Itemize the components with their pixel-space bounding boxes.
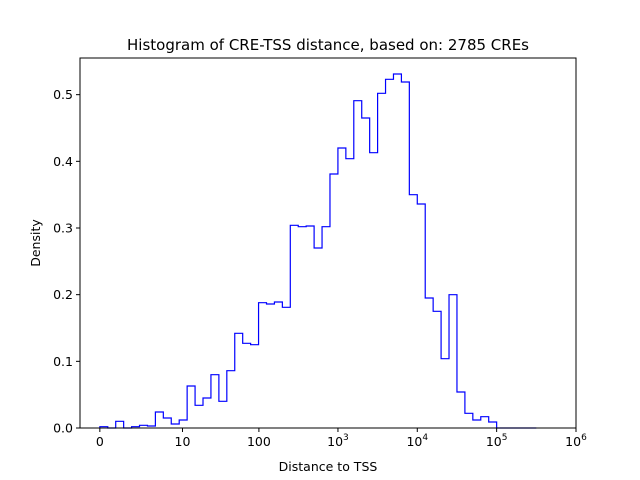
histogram-bin bbox=[171, 424, 179, 428]
x-tick-label: 105 bbox=[486, 433, 508, 449]
histogram-bin bbox=[378, 93, 386, 428]
histogram-bin bbox=[155, 412, 163, 428]
histogram-bin bbox=[298, 227, 306, 428]
y-axis: 0.0 0.1 0.2 0.3 0.4 0.5 bbox=[53, 87, 80, 436]
histogram-bin bbox=[393, 74, 401, 428]
histogram-bin bbox=[235, 333, 243, 428]
histogram-bin bbox=[227, 371, 235, 428]
histogram-bin bbox=[425, 298, 433, 428]
histogram-bin bbox=[338, 148, 346, 428]
histogram-step-line bbox=[99, 73, 537, 429]
y-tick-label: 0.2 bbox=[53, 287, 73, 302]
x-tick-label: 10 bbox=[175, 434, 191, 449]
histogram-bin bbox=[473, 420, 481, 428]
y-tick-label: 0.5 bbox=[53, 87, 73, 102]
x-tick-label: 0 bbox=[96, 434, 104, 449]
x-tick-label: 100 bbox=[247, 434, 271, 449]
histogram-bin bbox=[481, 417, 489, 428]
histogram-bin bbox=[465, 413, 473, 428]
histogram-bin bbox=[386, 79, 394, 428]
y-tick-label: 0.3 bbox=[53, 221, 73, 236]
histogram-bin bbox=[441, 359, 449, 428]
y-tick-label: 0.4 bbox=[53, 154, 73, 169]
histogram-bin bbox=[489, 422, 497, 428]
y-axis-label: Density bbox=[28, 219, 43, 267]
histogram-bin bbox=[116, 421, 124, 428]
histogram-bin bbox=[401, 82, 409, 428]
x-tick-label: 106 bbox=[565, 433, 587, 449]
histogram-bin bbox=[219, 401, 227, 428]
histogram-bin bbox=[409, 195, 417, 428]
histogram-bin bbox=[314, 248, 322, 428]
histogram-bin bbox=[290, 225, 298, 428]
histogram-bin bbox=[163, 418, 171, 428]
histogram-bin bbox=[306, 226, 314, 428]
y-tick-label: 0.1 bbox=[53, 354, 73, 369]
histogram-bin bbox=[354, 101, 362, 428]
histogram-layer bbox=[99, 73, 537, 429]
histogram-bin bbox=[195, 405, 203, 428]
histogram-bin bbox=[322, 227, 330, 428]
histogram-bin bbox=[433, 311, 441, 428]
x-axis-label: Distance to TSS bbox=[279, 459, 378, 474]
x-axis: 0 10 100 103 104 105 106 bbox=[96, 428, 587, 449]
histogram-bin bbox=[330, 174, 338, 428]
histogram-bin bbox=[243, 343, 251, 428]
histogram-bin bbox=[187, 386, 195, 428]
histogram-bin bbox=[203, 398, 211, 428]
x-tick-label: 104 bbox=[406, 433, 428, 449]
histogram-bin bbox=[370, 153, 378, 428]
histogram-bin bbox=[457, 392, 465, 428]
histogram-bin bbox=[346, 159, 354, 428]
histogram-bin bbox=[259, 303, 267, 428]
histogram-bin bbox=[179, 420, 187, 428]
histogram-bin bbox=[267, 304, 275, 428]
histogram-bin bbox=[211, 375, 219, 428]
chart-title: Histogram of CRE-TSS distance, based on:… bbox=[127, 36, 529, 54]
plot-frame bbox=[79, 57, 577, 429]
histogram-bin bbox=[251, 345, 259, 428]
histogram-bin bbox=[362, 118, 370, 428]
histogram-bin bbox=[449, 295, 457, 428]
x-tick-label: 103 bbox=[327, 433, 349, 449]
y-tick-label: 0.0 bbox=[53, 421, 73, 436]
histogram-bin bbox=[274, 302, 282, 428]
histogram-bin bbox=[417, 204, 425, 428]
histogram-bin bbox=[282, 307, 290, 428]
